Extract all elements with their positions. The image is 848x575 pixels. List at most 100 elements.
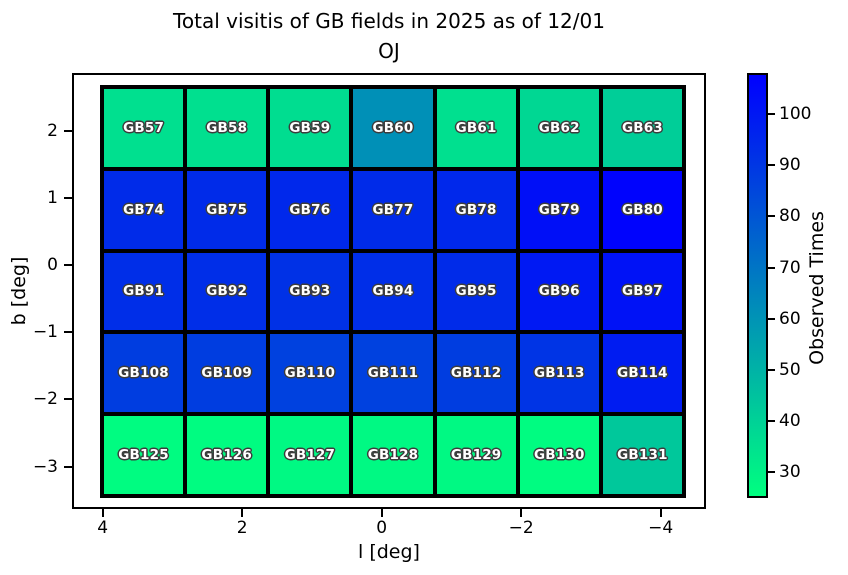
grid-cell-gb108: GB108 bbox=[102, 332, 186, 415]
x-tick bbox=[520, 509, 523, 517]
cell-label: GB74 bbox=[123, 201, 165, 218]
colorbar-tick-label: 90 bbox=[779, 155, 801, 176]
y-tick bbox=[64, 264, 72, 267]
grid-cell-gb74: GB74 bbox=[102, 168, 186, 251]
grid-cell-gb78: GB78 bbox=[434, 168, 518, 251]
colorbar bbox=[747, 73, 768, 498]
field-grid: GB57 GB58 GB59 GB60 GB61 GB62 GB63 GB74 GB75 GB76… bbox=[100, 85, 686, 498]
grid-cell-gb61: GB61 bbox=[434, 87, 518, 169]
y-tick bbox=[64, 129, 72, 132]
cell-label: GB114 bbox=[617, 365, 668, 382]
grid-cell-gb75: GB75 bbox=[185, 168, 269, 251]
cell-label: GB111 bbox=[367, 365, 419, 382]
cell-label: GB127 bbox=[284, 447, 336, 464]
grid-cell-gb125: GB125 bbox=[102, 414, 186, 496]
y-tick-label: 1 bbox=[47, 187, 58, 208]
y-tick-label: 0 bbox=[47, 255, 58, 276]
cell-label: GB93 bbox=[289, 283, 331, 300]
grid-cell-gb57: GB57 bbox=[102, 87, 186, 169]
colorbar-tick-label: 80 bbox=[779, 206, 801, 227]
cell-label: GB129 bbox=[450, 447, 502, 464]
cell-label: GB75 bbox=[206, 201, 248, 218]
y-tick bbox=[64, 398, 72, 401]
chart-title-line2: OJ bbox=[378, 39, 400, 63]
y-tick-label: −3 bbox=[32, 456, 58, 477]
cell-label: GB108 bbox=[118, 365, 169, 382]
grid-cell-gb96: GB96 bbox=[517, 250, 601, 333]
chart-title-line1: Total visitis of GB fields in 2025 as of… bbox=[173, 9, 605, 33]
cell-label: GB59 bbox=[289, 119, 331, 136]
cell-label: GB109 bbox=[201, 365, 252, 382]
grid-cell-gb113: GB113 bbox=[517, 332, 601, 415]
cell-label: GB125 bbox=[118, 447, 169, 464]
grid-cell-gb111: GB111 bbox=[351, 332, 435, 415]
cell-label: GB128 bbox=[367, 447, 419, 464]
cell-label: GB63 bbox=[621, 119, 663, 136]
colorbar-tick bbox=[768, 164, 775, 167]
grid-cell-gb80: GB80 bbox=[600, 168, 684, 251]
y-tick-label: 2 bbox=[47, 120, 58, 141]
colorbar-tick-label: 100 bbox=[779, 103, 812, 124]
cell-label: GB79 bbox=[538, 201, 580, 218]
cell-label: GB62 bbox=[538, 119, 580, 136]
y-tick bbox=[64, 196, 72, 199]
x-tick bbox=[241, 509, 244, 517]
chart-title: Total visitis of GB fields in 2025 as of… bbox=[72, 6, 706, 66]
cell-label: GB77 bbox=[372, 201, 414, 218]
grid-cell-gb131: GB131 bbox=[600, 414, 684, 496]
grid-cell-gb92: GB92 bbox=[185, 250, 269, 333]
x-tick bbox=[101, 509, 104, 517]
grid-cell-gb91: GB91 bbox=[102, 250, 186, 333]
colorbar-tick-label: 40 bbox=[779, 411, 801, 432]
x-tick-label: 0 bbox=[376, 518, 388, 538]
colorbar-tick bbox=[768, 266, 775, 269]
grid-cell-gb130: GB130 bbox=[517, 414, 601, 496]
colorbar-label: Observed Times bbox=[806, 211, 828, 365]
y-tick bbox=[64, 465, 72, 468]
x-axis-label: l [deg] bbox=[358, 541, 420, 563]
colorbar-tick bbox=[768, 368, 775, 371]
colorbar-tick bbox=[768, 420, 775, 423]
grid-cell-gb79: GB79 bbox=[517, 168, 601, 251]
grid-cell-gb112: GB112 bbox=[434, 332, 518, 415]
cell-label: GB76 bbox=[289, 201, 331, 218]
grid-cell-gb59: GB59 bbox=[268, 87, 352, 169]
cell-label: GB80 bbox=[621, 201, 663, 218]
grid-cell-gb109: GB109 bbox=[185, 332, 269, 415]
x-tick-label: −4 bbox=[648, 518, 674, 538]
x-tick bbox=[659, 509, 662, 517]
colorbar-tick-label: 70 bbox=[779, 257, 801, 278]
grid-cell-gb114: GB114 bbox=[600, 332, 684, 415]
cell-label: GB61 bbox=[455, 119, 497, 136]
x-tick-label: 4 bbox=[97, 518, 109, 538]
grid-cell-gb63: GB63 bbox=[600, 87, 684, 169]
grid-cell-gb127: GB127 bbox=[268, 414, 352, 496]
colorbar-tick-label: 60 bbox=[779, 308, 801, 329]
cell-label: GB57 bbox=[123, 119, 165, 136]
colorbar-tick bbox=[768, 471, 775, 474]
cell-label: GB113 bbox=[533, 365, 585, 382]
plot-area: GB57 GB58 GB59 GB60 GB61 GB62 GB63 GB74 GB75 GB76… bbox=[72, 73, 706, 509]
grid-cell-gb77: GB77 bbox=[351, 168, 435, 251]
grid-cell-gb128: GB128 bbox=[351, 414, 435, 496]
colorbar-tick-label: 30 bbox=[779, 462, 801, 483]
grid-cell-gb60: GB60 bbox=[351, 87, 435, 169]
cell-label: GB95 bbox=[455, 283, 497, 300]
cell-label: GB92 bbox=[206, 283, 248, 300]
cell-label: GB94 bbox=[372, 283, 414, 300]
cell-label: GB97 bbox=[621, 283, 663, 300]
grid-cell-gb93: GB93 bbox=[268, 250, 352, 333]
cell-label: GB91 bbox=[123, 283, 165, 300]
grid-cell-gb94: GB94 bbox=[351, 250, 435, 333]
x-tick-label: −2 bbox=[508, 518, 534, 538]
cell-label: GB96 bbox=[538, 283, 580, 300]
y-tick-label: −1 bbox=[32, 322, 58, 343]
cell-label: GB78 bbox=[455, 201, 497, 218]
colorbar-tick bbox=[768, 112, 775, 115]
grid-cell-gb58: GB58 bbox=[185, 87, 269, 169]
grid-cell-gb129: GB129 bbox=[434, 414, 518, 496]
y-tick bbox=[64, 331, 72, 334]
y-tick-label: −2 bbox=[32, 389, 58, 410]
cell-label: GB60 bbox=[372, 119, 414, 136]
